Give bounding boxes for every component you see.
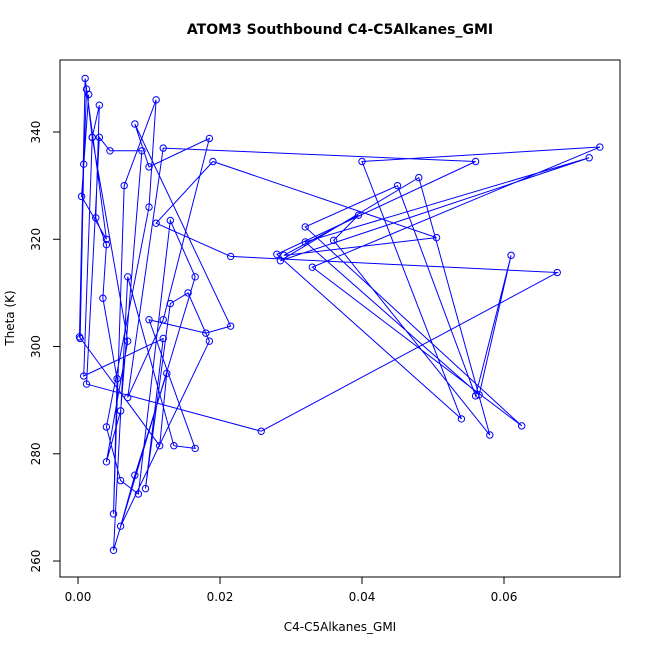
data-point bbox=[273, 250, 281, 258]
data-point bbox=[75, 333, 84, 341]
data-point bbox=[109, 546, 118, 554]
data-point bbox=[308, 263, 317, 271]
data-point bbox=[131, 471, 139, 479]
y-tick-label: 280 bbox=[29, 442, 43, 465]
x-tick-label: 0.06 bbox=[491, 590, 518, 604]
data-point bbox=[415, 173, 423, 182]
x-axis-label: C4-C5Alkanes_GMI bbox=[284, 620, 396, 634]
y-axis-label: Theta (K) bbox=[3, 290, 17, 346]
data-point bbox=[116, 476, 125, 485]
data-point bbox=[113, 374, 121, 383]
chart-title: ATOM3 Southbound C4-C5Alkanes_GMI bbox=[187, 22, 493, 38]
data-point bbox=[109, 510, 118, 518]
data-point bbox=[457, 415, 466, 423]
data-point bbox=[141, 484, 150, 493]
data-point bbox=[170, 442, 178, 450]
data-point bbox=[82, 380, 91, 388]
data-point bbox=[257, 427, 265, 435]
x-tick-label: 0.02 bbox=[207, 590, 234, 604]
data-point bbox=[152, 96, 160, 104]
data-point bbox=[553, 268, 561, 277]
data-point bbox=[138, 147, 146, 155]
data-point bbox=[432, 233, 441, 242]
y-tick-label: 320 bbox=[29, 228, 43, 251]
data-point bbox=[95, 101, 104, 109]
data-point bbox=[80, 372, 88, 380]
data-point bbox=[131, 120, 139, 128]
data-point bbox=[159, 334, 167, 343]
data-point bbox=[84, 90, 93, 99]
data-point bbox=[276, 257, 285, 265]
data-point bbox=[585, 154, 593, 162]
data-point bbox=[209, 157, 217, 166]
data-point bbox=[106, 147, 114, 155]
data-point bbox=[475, 391, 483, 399]
data-point bbox=[145, 163, 153, 171]
data-point bbox=[163, 369, 171, 378]
data-point bbox=[102, 458, 111, 466]
data-point bbox=[77, 192, 86, 201]
data-point bbox=[393, 181, 402, 190]
data-point bbox=[166, 216, 175, 225]
data-point bbox=[329, 236, 338, 245]
data-point bbox=[518, 422, 526, 430]
data-point bbox=[124, 337, 132, 345]
data-point bbox=[166, 299, 175, 308]
data-point bbox=[301, 223, 309, 231]
data-point bbox=[191, 273, 199, 281]
data-point bbox=[102, 423, 111, 431]
data-point bbox=[80, 160, 88, 168]
data-point bbox=[301, 238, 309, 246]
data-point bbox=[95, 133, 104, 142]
data-point bbox=[120, 181, 128, 190]
data-point bbox=[205, 337, 214, 345]
data-point bbox=[596, 143, 604, 151]
data-point bbox=[202, 329, 210, 337]
data-point bbox=[354, 211, 363, 219]
x-tick-label: 0.04 bbox=[349, 590, 376, 604]
data-point bbox=[191, 444, 199, 453]
data-point bbox=[486, 431, 494, 439]
data-point bbox=[102, 240, 111, 249]
y-tick-label: 260 bbox=[29, 550, 43, 573]
data-point bbox=[81, 74, 89, 83]
y-tick-label: 340 bbox=[29, 121, 43, 144]
plot-frame bbox=[59, 59, 621, 578]
y-tick-label: 300 bbox=[29, 335, 43, 358]
data-point bbox=[116, 522, 125, 530]
data-point bbox=[226, 252, 235, 261]
data-point bbox=[358, 157, 366, 166]
data-point bbox=[152, 219, 160, 227]
data-line bbox=[78, 78, 601, 551]
data-point bbox=[99, 294, 107, 302]
data-point bbox=[116, 407, 125, 415]
data-point bbox=[471, 157, 480, 166]
data-point bbox=[507, 251, 515, 260]
data-point bbox=[471, 392, 480, 400]
data-point bbox=[92, 214, 100, 222]
data-point bbox=[226, 322, 235, 330]
data-point bbox=[205, 134, 214, 143]
data-point bbox=[159, 144, 167, 152]
data-point bbox=[145, 316, 153, 324]
data-point bbox=[184, 289, 192, 297]
data-point bbox=[124, 393, 132, 402]
data-point bbox=[155, 442, 164, 450]
data-point bbox=[159, 316, 167, 324]
data-point bbox=[280, 251, 288, 260]
data-point bbox=[145, 203, 153, 211]
x-tick-label: 0.00 bbox=[65, 590, 92, 604]
data-point bbox=[134, 490, 143, 498]
data-point bbox=[102, 235, 111, 243]
data-point bbox=[124, 273, 132, 281]
data-point bbox=[88, 133, 96, 142]
